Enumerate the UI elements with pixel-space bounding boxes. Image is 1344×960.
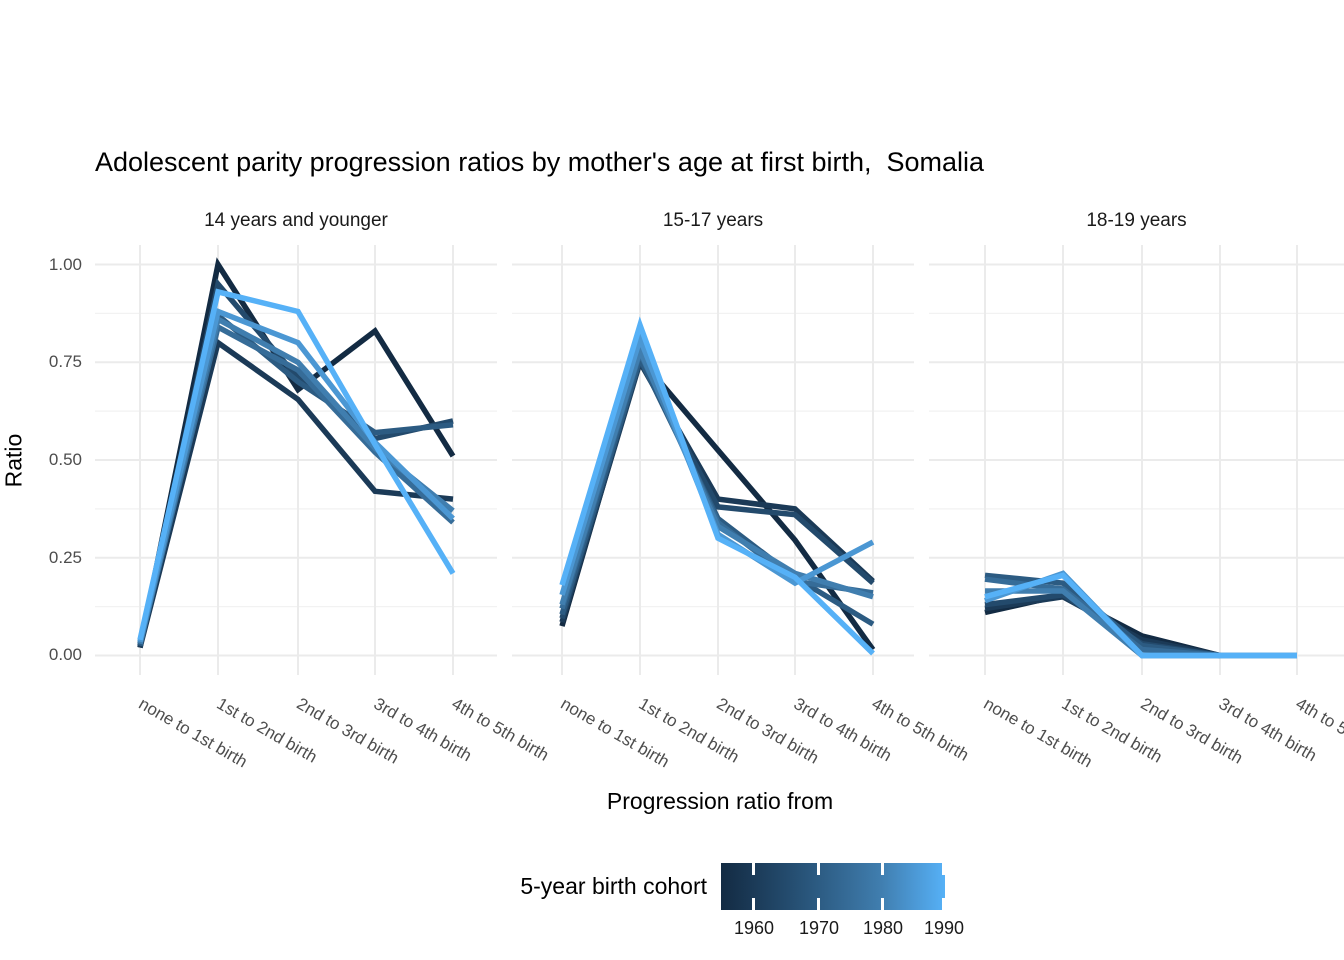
cohort-line-1990 bbox=[559, 316, 875, 656]
legend-tick-mark bbox=[942, 898, 945, 910]
cohort-line-1985 bbox=[137, 307, 455, 643]
y-tick-label: 0.00 bbox=[48, 645, 82, 665]
cohort-line-1960 bbox=[137, 338, 454, 649]
facet-strip-15-17-years: 15-17 years bbox=[662, 210, 764, 231]
plot-panel-3 bbox=[929, 245, 1344, 675]
legend-tick-label: 1970 bbox=[798, 918, 840, 938]
y-tick-label: 0.50 bbox=[48, 450, 82, 469]
legend-tick-label: 1960 bbox=[733, 918, 775, 938]
legend-tick-mark bbox=[817, 863, 820, 875]
cohort-line-1990 bbox=[984, 572, 1297, 659]
facet-strip-14-years-and-younger: 14 years and younger bbox=[204, 210, 388, 231]
legend-tick-mark bbox=[942, 863, 945, 875]
legend-colorbar bbox=[721, 863, 945, 910]
legend-tick-mark bbox=[881, 898, 884, 910]
cohort-line-1990 bbox=[137, 288, 456, 641]
legend-tick-mark bbox=[752, 898, 755, 910]
y-tick-label: 0.75 bbox=[48, 352, 82, 372]
legend-tick-label: 1980 bbox=[862, 918, 904, 938]
cohort-line-1980 bbox=[559, 342, 874, 606]
facet-strip-18-19-years: 18-19 years bbox=[1086, 210, 1187, 231]
plot-panel-2 bbox=[512, 245, 914, 675]
x-axis-title: Progression ratio from bbox=[606, 788, 834, 814]
legend-tick-mark bbox=[752, 863, 755, 875]
y-tick-label: 0.25 bbox=[48, 547, 82, 567]
legend-tick-label: 1990 bbox=[923, 918, 965, 938]
legend-tick-mark bbox=[817, 898, 820, 910]
y-tick-label: 1.00 bbox=[48, 254, 82, 274]
legend-tick-mark bbox=[881, 863, 884, 875]
chart-title: Adolescent parity progression ratios by … bbox=[95, 147, 985, 177]
plot-panel-1 bbox=[95, 245, 497, 675]
legend-title: 5-year birth cohort bbox=[520, 873, 707, 899]
